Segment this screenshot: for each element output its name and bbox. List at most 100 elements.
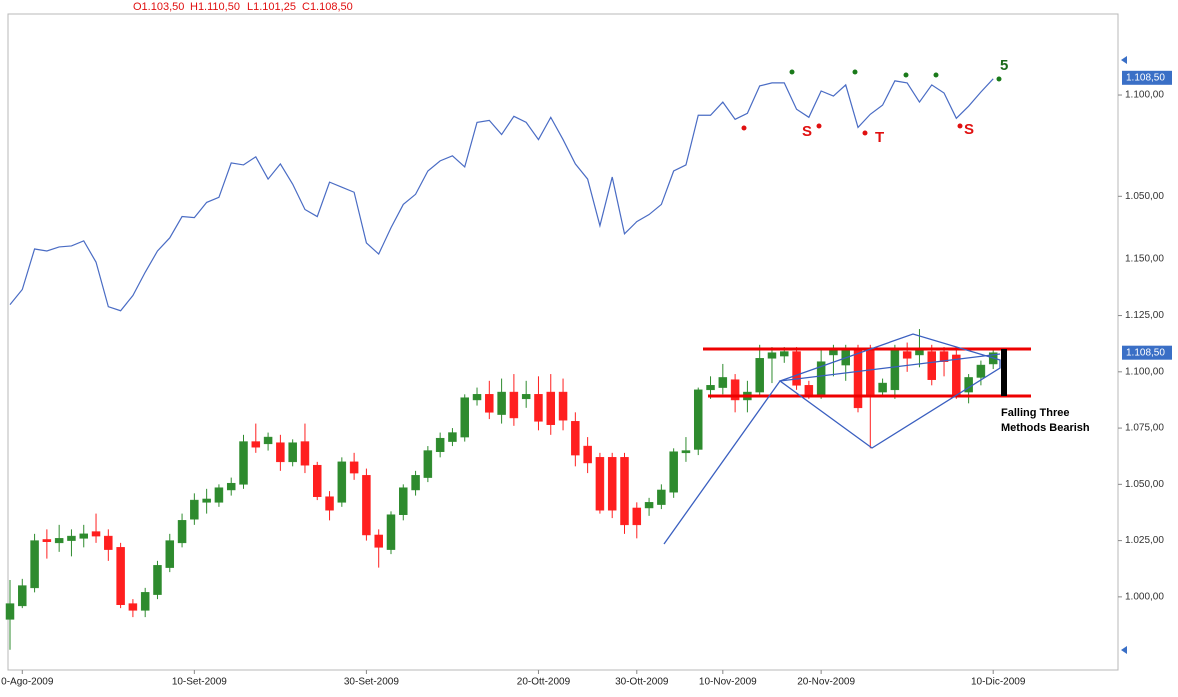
candle-body bbox=[657, 489, 666, 505]
y-tick-label: 1.100,00 bbox=[1125, 90, 1164, 101]
candle-body bbox=[337, 461, 347, 503]
swing-low-dots bbox=[741, 123, 963, 136]
y-tick-label: 1.000,00 bbox=[1125, 592, 1164, 603]
candle-body bbox=[939, 351, 949, 362]
candle-body bbox=[681, 450, 691, 454]
candle-body bbox=[853, 349, 863, 409]
y-tick-label: 1.150,00 bbox=[1125, 254, 1164, 265]
scroll-marker bbox=[1121, 56, 1127, 64]
candle-body bbox=[902, 351, 912, 359]
marks bbox=[5, 78, 998, 650]
candle-body bbox=[202, 498, 211, 503]
candle-body bbox=[521, 394, 531, 400]
candle-body bbox=[497, 391, 506, 415]
x-tick-label: 30-Set-2009 bbox=[344, 677, 399, 688]
pattern-bar bbox=[1001, 349, 1007, 396]
candle-body bbox=[67, 535, 76, 541]
candle-body bbox=[976, 364, 986, 378]
candle-body bbox=[128, 603, 138, 611]
candle-body bbox=[251, 441, 261, 448]
ohlc-low: L1.101,25 bbox=[247, 1, 296, 13]
candle-body bbox=[767, 352, 777, 359]
dot bbox=[816, 123, 822, 129]
candle-body bbox=[190, 499, 199, 520]
candle-body bbox=[866, 349, 875, 395]
x-tick-label: 30-Ott-2009 bbox=[615, 677, 669, 688]
candle-body bbox=[546, 391, 556, 425]
candle-body bbox=[792, 351, 801, 386]
diamond-line bbox=[779, 353, 1001, 382]
candle-body bbox=[693, 389, 703, 450]
y-tick-label: 1.025,00 bbox=[1125, 535, 1164, 546]
candle-body bbox=[755, 358, 764, 393]
swing-high-dots bbox=[789, 69, 1002, 82]
candle-body bbox=[30, 540, 39, 589]
candle-body bbox=[153, 565, 162, 595]
ohlc-close: C1.108,50 bbox=[302, 1, 353, 13]
candle-body bbox=[435, 437, 445, 452]
candle-body bbox=[952, 354, 961, 395]
candle-body bbox=[54, 538, 64, 544]
last-price-label: 1.108,50 bbox=[1126, 347, 1165, 358]
candle-body bbox=[927, 351, 936, 380]
candle-body bbox=[411, 475, 420, 491]
candle-body bbox=[558, 391, 568, 421]
candle-body bbox=[632, 507, 642, 526]
dot bbox=[933, 72, 939, 78]
dot bbox=[903, 72, 909, 78]
candle-body bbox=[534, 394, 543, 422]
x-tick-label: 20-Nov-2009 bbox=[797, 677, 855, 688]
y-tick-label: 1.125,00 bbox=[1125, 310, 1164, 321]
swing-label: S bbox=[964, 121, 974, 138]
candle-body bbox=[116, 547, 125, 605]
x-tick-label: 0-Ago-2009 bbox=[1, 677, 54, 688]
candle-body bbox=[104, 535, 113, 550]
dot bbox=[957, 123, 963, 129]
candle-body bbox=[448, 432, 457, 442]
y-tick-label: 1.100,00 bbox=[1125, 366, 1164, 377]
candle-body bbox=[460, 397, 469, 438]
x-tick-label: 10-Set-2009 bbox=[172, 677, 227, 688]
candle-body bbox=[706, 385, 715, 391]
drawings: S T S 5 Falling Three Methods Bearish bbox=[663, 57, 1090, 545]
candle-body bbox=[509, 391, 519, 419]
candle-body bbox=[595, 457, 605, 511]
candle-body bbox=[165, 540, 175, 568]
candle-body bbox=[878, 382, 887, 393]
candle-body bbox=[620, 457, 629, 526]
candle-body bbox=[718, 377, 728, 388]
candle-body bbox=[79, 533, 88, 539]
candle-body bbox=[263, 436, 273, 445]
candle-body bbox=[890, 349, 900, 391]
diamond-pattern bbox=[778, 333, 1001, 449]
candle-body bbox=[349, 461, 359, 474]
candle-body bbox=[5, 603, 15, 620]
x-tick-label: 20-Ott-2009 bbox=[517, 677, 571, 688]
candle-body bbox=[325, 496, 334, 511]
last-price-label: 1.108,50 bbox=[1126, 72, 1165, 83]
dot bbox=[862, 130, 868, 136]
y-tick-label: 1.050,00 bbox=[1125, 191, 1164, 202]
x-tick-label: 10-Dic-2009 bbox=[971, 677, 1026, 688]
candle-body bbox=[780, 351, 789, 357]
candle-body bbox=[374, 534, 383, 548]
ohlc-high: H1.110,50 bbox=[190, 1, 240, 13]
dot bbox=[741, 125, 747, 131]
candle-body bbox=[607, 457, 617, 511]
candle-body bbox=[386, 514, 396, 550]
candle-body bbox=[276, 442, 285, 463]
trend-line bbox=[663, 380, 781, 545]
dot bbox=[852, 69, 858, 75]
candle-body bbox=[485, 394, 494, 413]
x-tick-label: 10-Nov-2009 bbox=[699, 677, 757, 688]
plot-frame bbox=[7, 13, 1119, 671]
candle-body bbox=[644, 502, 654, 509]
candle-body bbox=[399, 487, 408, 515]
dot bbox=[996, 76, 1002, 82]
candle-body bbox=[226, 482, 236, 491]
candle-body bbox=[300, 441, 310, 466]
candle-body bbox=[804, 385, 814, 395]
candle-body bbox=[583, 445, 592, 464]
